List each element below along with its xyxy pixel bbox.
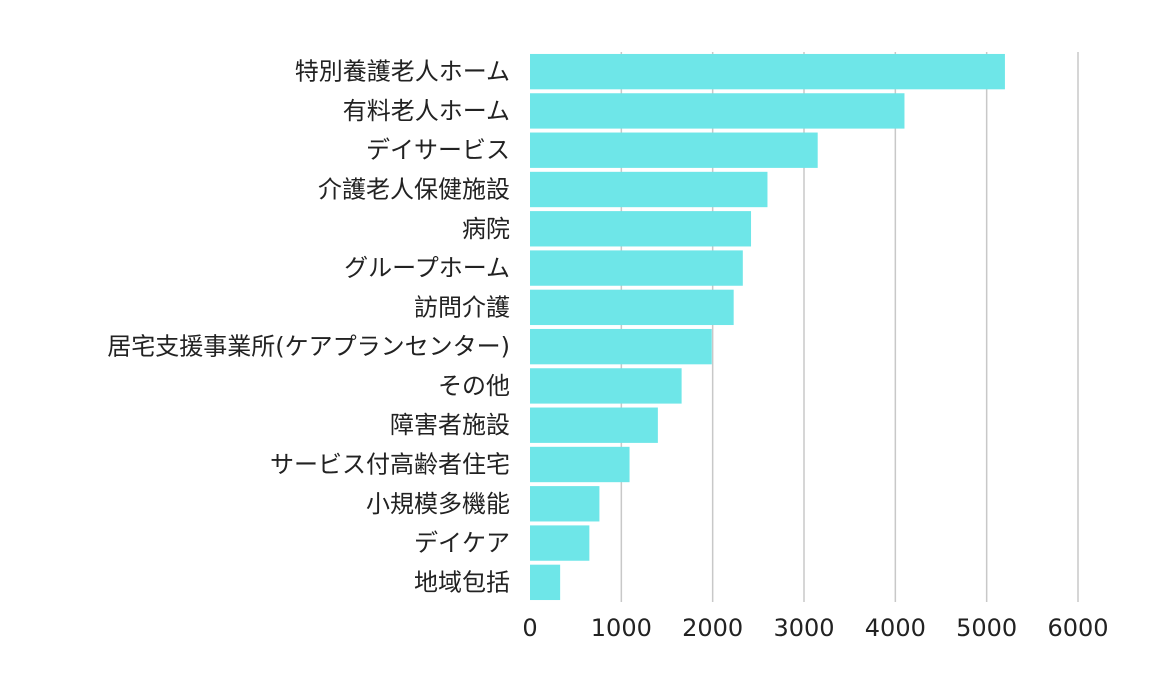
category-label: 介護老人保健施設 bbox=[318, 176, 510, 204]
category-labels: 特別養護老人ホーム有料老人ホームデイサービス介護老人保健施設病院グループホーム訪… bbox=[107, 58, 510, 597]
category-label: 病院 bbox=[462, 215, 510, 243]
category-label: 小規模多機能 bbox=[366, 490, 510, 518]
category-label: グループホーム bbox=[344, 254, 510, 282]
x-tick-label: 3000 bbox=[773, 614, 834, 642]
category-label: 地域包括 bbox=[414, 568, 510, 596]
bar bbox=[530, 132, 818, 168]
bars bbox=[530, 53, 1005, 601]
bar bbox=[530, 328, 712, 365]
category-label: 訪問介護 bbox=[414, 293, 510, 321]
x-tick-label: 4000 bbox=[865, 614, 926, 642]
bar bbox=[530, 53, 1005, 90]
bar bbox=[530, 211, 752, 247]
bar bbox=[530, 446, 630, 483]
bar bbox=[530, 564, 561, 601]
bar bbox=[530, 368, 682, 404]
x-tick-label: 6000 bbox=[1047, 614, 1108, 642]
category-label: 障害者施設 bbox=[390, 411, 510, 439]
category-label: サービス付高齢者住宅 bbox=[270, 451, 510, 479]
category-label: デイケア bbox=[414, 529, 510, 557]
category-label: その他 bbox=[438, 372, 510, 400]
category-label: 特別養護老人ホーム bbox=[295, 58, 510, 86]
x-tick-label: 2000 bbox=[682, 614, 743, 642]
bar bbox=[530, 486, 600, 522]
bar bbox=[530, 250, 743, 286]
x-axis-tick-labels: 0 1000 2000 3000 4000 5000 6000 bbox=[522, 614, 1108, 642]
bar bbox=[530, 93, 905, 129]
x-tick-label: 1000 bbox=[591, 614, 652, 642]
category-label: 有料老人ホーム bbox=[343, 97, 510, 125]
bar bbox=[530, 171, 768, 208]
bar bbox=[530, 525, 590, 561]
bar bbox=[530, 289, 734, 326]
x-tick-label: 5000 bbox=[956, 614, 1017, 642]
x-tick-label: 0 bbox=[522, 614, 537, 642]
category-label: 居宅支援事業所(ケアプランセンター) bbox=[107, 333, 510, 361]
category-label: デイサービス bbox=[366, 136, 510, 164]
bar bbox=[530, 407, 658, 443]
